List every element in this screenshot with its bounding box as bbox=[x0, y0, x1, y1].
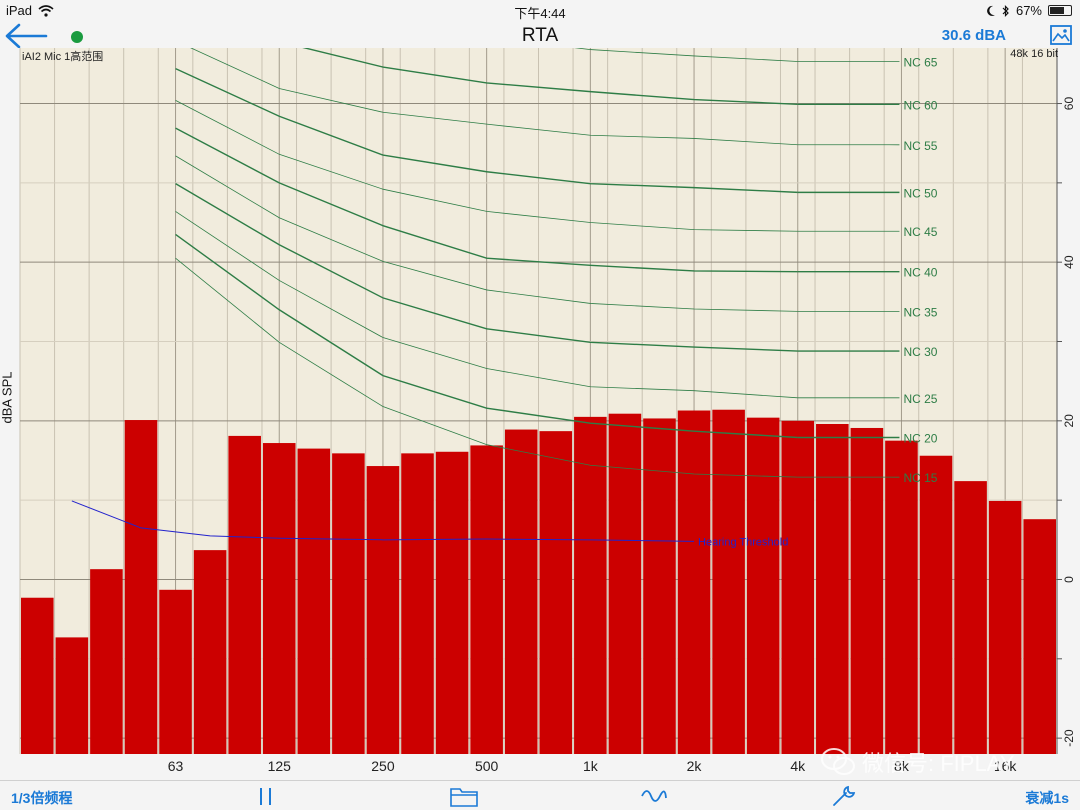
nc-curve bbox=[574, 48, 798, 62]
x-tick-label: 1k bbox=[583, 758, 599, 774]
x-tick-label: 4k bbox=[790, 758, 806, 774]
device-name: iPad bbox=[6, 3, 33, 18]
x-tick-label: 2k bbox=[687, 758, 703, 774]
nc-curve-label: NC 65 bbox=[903, 55, 937, 69]
nc-curve-label: NC 40 bbox=[903, 266, 937, 280]
y-tick-label: 40 bbox=[1062, 255, 1076, 269]
spectrum-bar bbox=[643, 418, 676, 754]
spectrum-bar bbox=[781, 420, 815, 754]
spectrum-bar bbox=[885, 440, 918, 754]
x-tick-label: 8k bbox=[894, 758, 910, 774]
spectrum-bar bbox=[193, 550, 227, 754]
nc-curve bbox=[175, 257, 798, 478]
spectrum-bar bbox=[504, 429, 538, 754]
moon-icon bbox=[987, 5, 995, 16]
spectrum-bar bbox=[574, 416, 607, 754]
mic-status-indicator bbox=[71, 31, 83, 43]
hearing-threshold-label: Hearing Threshold bbox=[698, 536, 788, 548]
nc-curve-label: NC 35 bbox=[903, 305, 937, 319]
hearing-threshold-line bbox=[71, 500, 695, 542]
nc-curve-label: NC 50 bbox=[903, 186, 937, 200]
x-tick-label: 63 bbox=[168, 758, 184, 774]
x-tick-label: 250 bbox=[371, 758, 395, 774]
spectrum-bar bbox=[850, 427, 884, 754]
spectrum-bar bbox=[159, 589, 192, 754]
nc-curve-label: NC 25 bbox=[903, 392, 937, 406]
spectrum-bar bbox=[332, 453, 365, 754]
waveform-icon[interactable] bbox=[639, 784, 669, 808]
nc-curve-label: NC 45 bbox=[903, 225, 937, 239]
nav-bar: RTA 30.6 dBA bbox=[0, 22, 1080, 50]
bandwidth-button[interactable]: 1/3倍频程 bbox=[11, 790, 73, 806]
spectrum-bar bbox=[435, 451, 469, 754]
y-tick-label: -20 bbox=[1062, 729, 1076, 747]
y-tick-label: 20 bbox=[1062, 414, 1076, 428]
spectrum-bar bbox=[988, 500, 1022, 754]
spectrum-bar bbox=[954, 481, 987, 754]
nc-curve-label: NC 60 bbox=[903, 98, 937, 112]
spectrum-bar bbox=[539, 431, 573, 754]
back-arrow-icon[interactable] bbox=[2, 22, 48, 50]
page-title: RTA bbox=[521, 25, 559, 46]
nc-curve bbox=[175, 127, 798, 273]
spectrum-bar bbox=[21, 597, 54, 754]
spectrum-bar bbox=[124, 420, 158, 754]
nc-curve bbox=[175, 100, 798, 232]
pause-icon[interactable] bbox=[251, 784, 281, 808]
watermark: 微信号: FIPLAY bbox=[820, 746, 1014, 778]
nc-curve bbox=[175, 233, 798, 439]
nc-curve bbox=[175, 155, 798, 312]
rta-plot-area[interactable]: NC 65 NC 60 NC 55 NC 50 NC 45 NC 40 NC 35 NC 30… bbox=[0, 48, 1080, 780]
battery-icon bbox=[1048, 5, 1072, 16]
status-left: iPad bbox=[6, 3, 54, 18]
spectrum-bar bbox=[55, 637, 89, 754]
rta-chart[interactable]: NC 65 NC 60 NC 55 NC 50 NC 45 NC 40 NC 35 NC 30… bbox=[0, 48, 1080, 780]
spectrum-bar bbox=[297, 448, 331, 754]
battery-percent: 67% bbox=[1015, 3, 1042, 18]
spectrum-bar bbox=[746, 417, 780, 754]
spectrum-bar bbox=[816, 424, 849, 754]
spectrum-bar bbox=[470, 445, 503, 754]
watermark-text: 微信号: FIPLAY bbox=[862, 751, 1015, 776]
bottom-toolbar: 1/3倍频程 衰减1s bbox=[0, 780, 1080, 810]
nc-curve-label: NC 15 bbox=[903, 471, 937, 485]
decay-button[interactable]: 衰减1s bbox=[1025, 790, 1069, 806]
nc-curve-label: NC 20 bbox=[903, 431, 937, 445]
y-tick-label: 60 bbox=[1062, 97, 1076, 111]
image-icon[interactable] bbox=[1050, 25, 1072, 45]
spectrum-bar bbox=[1023, 519, 1056, 754]
status-time: 下午4:44 bbox=[514, 6, 566, 21]
spectrum-bar bbox=[401, 453, 434, 754]
wrench-icon[interactable] bbox=[829, 784, 859, 808]
x-tick-label: 500 bbox=[475, 758, 499, 774]
spectrum-bar bbox=[712, 409, 745, 754]
spectrum-bar bbox=[608, 413, 642, 754]
nc-curve bbox=[190, 48, 798, 146]
spectrum-bar bbox=[366, 466, 400, 754]
spectrum-bar bbox=[919, 455, 953, 754]
level-readout[interactable]: 30.6 dBA bbox=[941, 27, 1006, 44]
spectrum-bar bbox=[228, 435, 261, 754]
nc-curve bbox=[302, 48, 798, 106]
spectrum-bar bbox=[677, 410, 711, 754]
nc-curve-label: NC 55 bbox=[903, 139, 937, 153]
nc-curve-label: NC 30 bbox=[903, 345, 937, 359]
nc-curve bbox=[175, 211, 798, 399]
wifi-icon bbox=[38, 4, 54, 17]
y-tick-label: 0 bbox=[1062, 576, 1076, 583]
nc-curve bbox=[175, 67, 798, 194]
y-axis-title: dBA SPL bbox=[0, 371, 15, 424]
status-bar: iPad 下午4:44 67% bbox=[0, 0, 1080, 22]
spectrum-bar bbox=[90, 569, 123, 754]
spectrum-bar bbox=[262, 443, 296, 754]
x-tick-label: 125 bbox=[268, 758, 292, 774]
status-right: 67% bbox=[986, 3, 1072, 18]
wechat-icon bbox=[821, 748, 855, 775]
format-label: 48k 16 bit bbox=[1010, 48, 1058, 60]
x-tick-label: 16k bbox=[994, 758, 1018, 774]
bluetooth-icon bbox=[1002, 4, 1009, 17]
input-label: iAI2 Mic 1高范围 bbox=[22, 51, 104, 63]
nc-curve bbox=[175, 183, 798, 352]
folder-icon[interactable] bbox=[449, 784, 479, 808]
